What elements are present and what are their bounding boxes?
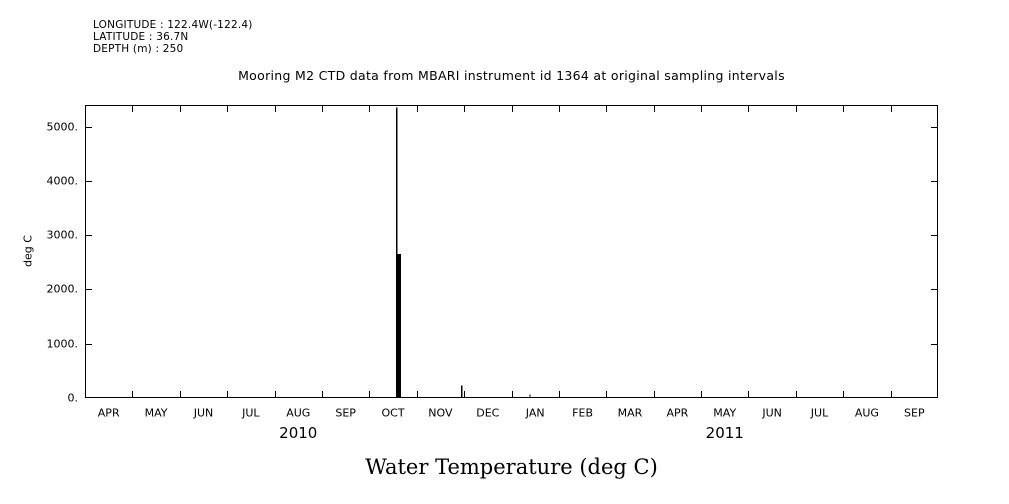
station-metadata: LONGITUDE : 122.4W(-122.4) LATITUDE : 36…: [93, 19, 253, 55]
x-tick-label: JUL: [242, 406, 260, 420]
x-tick-label: NOV: [428, 406, 453, 420]
x-tick-label: SEP: [904, 406, 925, 420]
x-tick-label: APR: [97, 406, 120, 420]
figure-caption: Water Temperature (deg C): [365, 455, 658, 479]
y-tick-label: 3000.: [46, 228, 79, 242]
y-tick-label: 5000.: [46, 120, 79, 134]
chart-title: Mooring M2 CTD data from MBARI instrumen…: [238, 68, 785, 83]
x-tick-label: OCT: [381, 406, 405, 420]
depth-label: DEPTH (m) : 250: [93, 43, 184, 55]
y-axis-label: deg C: [21, 235, 35, 267]
x-tick-label: AUG: [286, 406, 311, 420]
year-label: 2010: [279, 424, 318, 442]
y-tick-label: 4000.: [46, 174, 79, 188]
y-tick-label: 0.: [67, 391, 79, 405]
longitude-label: LONGITUDE : 122.4W(-122.4): [93, 19, 253, 31]
x-tick-label: AUG: [854, 406, 879, 420]
x-tick-label: SEP: [335, 406, 356, 420]
latitude-label: LATITUDE : 36.7N: [93, 31, 189, 43]
plot-canvas: [85, 105, 938, 398]
x-tick-label: FEB: [572, 406, 593, 420]
x-tick-label: MAY: [713, 406, 737, 420]
x-tick-label: JUL: [810, 406, 829, 420]
year-label: 2011: [705, 424, 744, 442]
x-tick-label: MAR: [617, 406, 643, 420]
x-tick-label: JAN: [525, 406, 545, 420]
x-tick-label: JUN: [762, 406, 782, 420]
x-tick-label: MAY: [144, 406, 168, 420]
plot-border: [85, 105, 938, 398]
x-tick-label: DEC: [476, 406, 500, 420]
y-tick-label: 1000.: [46, 337, 79, 351]
plot-area: [85, 105, 938, 398]
y-tick-label: 2000.: [46, 282, 79, 296]
x-tick-label: APR: [666, 406, 689, 420]
x-tick-label: JUN: [193, 406, 214, 420]
